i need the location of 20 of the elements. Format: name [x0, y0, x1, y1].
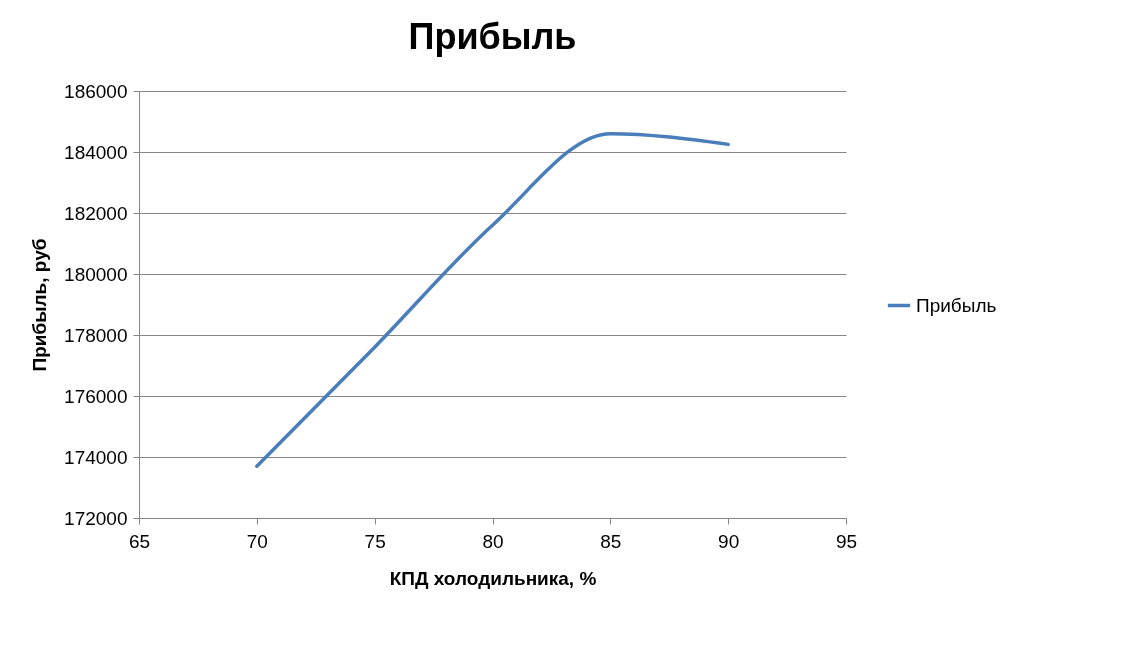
- x-tick-label: 70: [246, 530, 268, 552]
- x-tick-label: 95: [835, 530, 858, 552]
- y-tick-label: 186000: [64, 80, 128, 102]
- x-tick-label: 90: [718, 530, 740, 552]
- y-tick-label: 184000: [64, 141, 128, 163]
- y-tick-label: 178000: [64, 324, 128, 346]
- y-axis-title: Прибыль, руб: [29, 238, 51, 372]
- y-tick-label: 182000: [64, 202, 128, 224]
- y-tick-label: 180000: [64, 263, 128, 285]
- line-series: [255, 131, 730, 468]
- x-tick-label: 80: [482, 530, 504, 552]
- x-axis-title: КПД холодильника, %: [389, 567, 597, 589]
- y-tick-label: 172000: [64, 507, 128, 529]
- legend-label: Прибыль: [916, 294, 997, 316]
- x-tick-label: 65: [128, 530, 151, 552]
- y-tick-label: 174000: [64, 446, 128, 468]
- chart-title: Прибыль: [408, 16, 577, 57]
- x-tick-label: 75: [364, 530, 386, 552]
- y-tick-label: 176000: [64, 385, 128, 407]
- x-tick-label: 85: [600, 530, 622, 552]
